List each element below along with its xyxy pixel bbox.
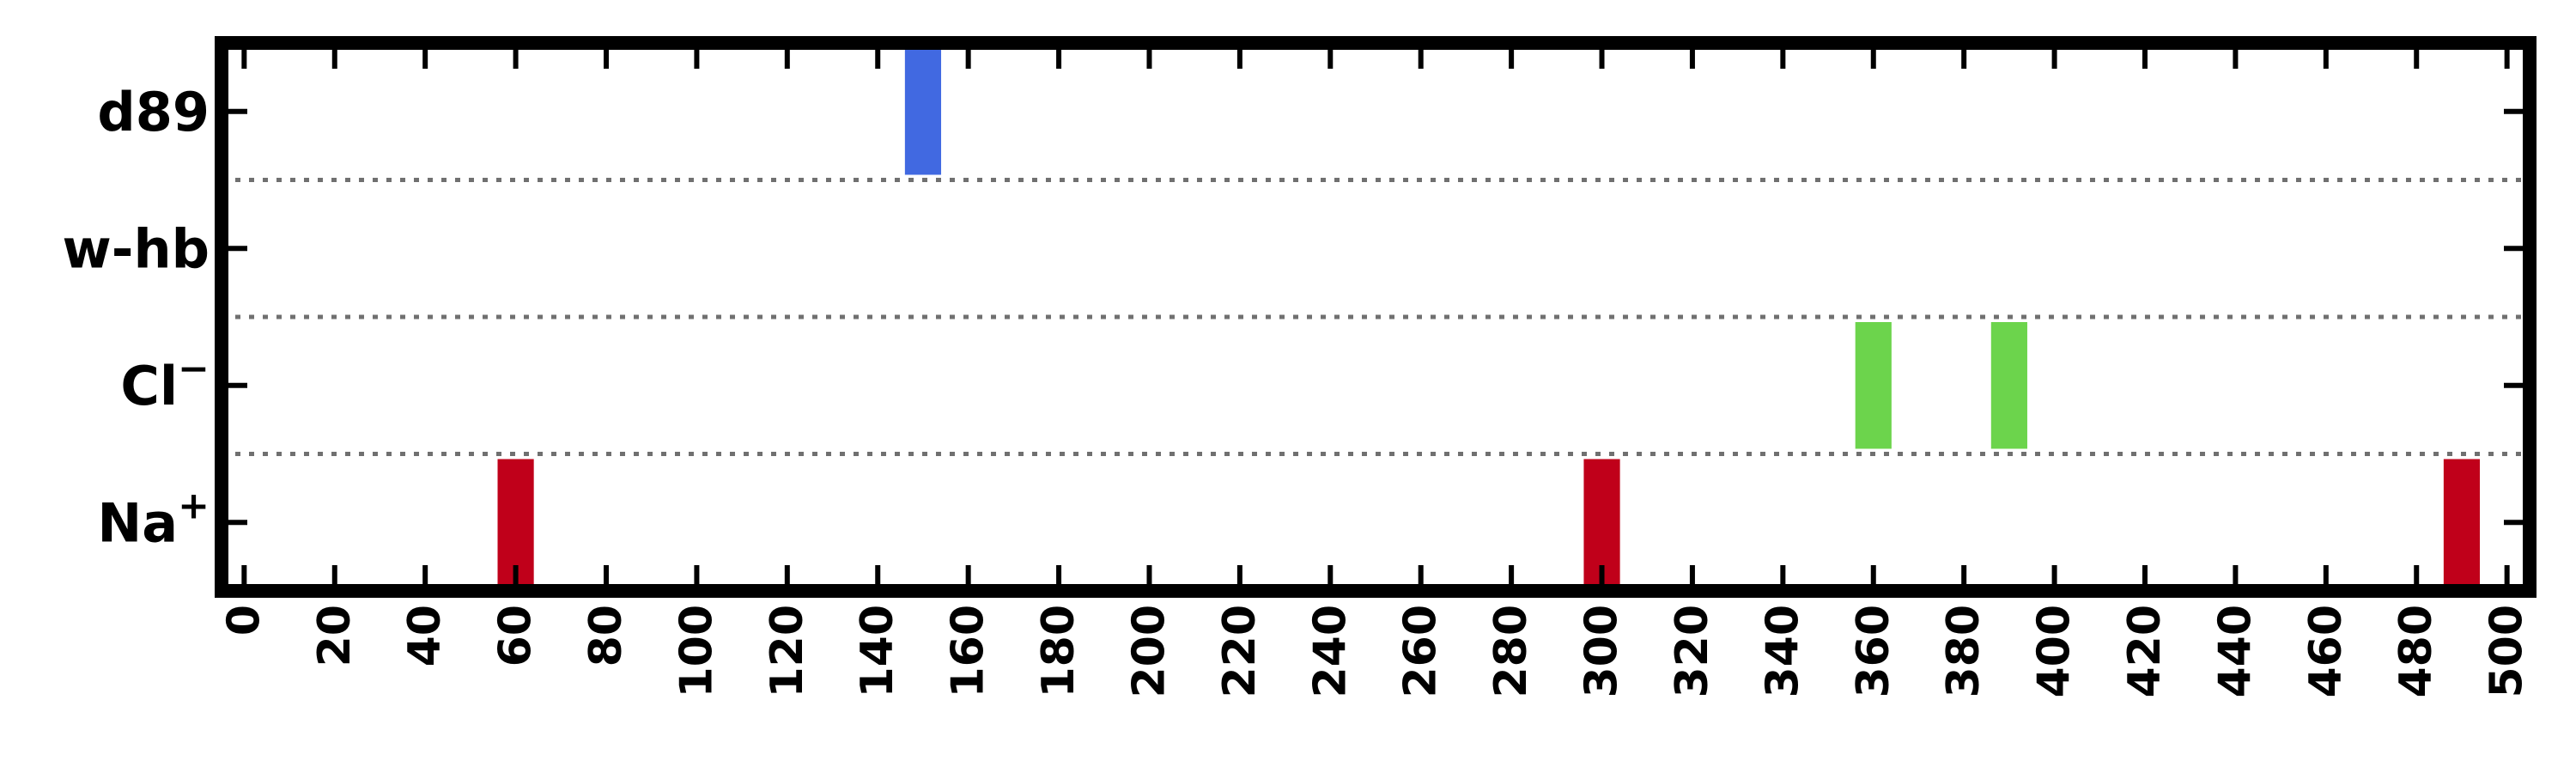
x-tick-label: 340 xyxy=(1757,605,1808,698)
row-label-main: Cl xyxy=(120,354,178,417)
row-label: d89 xyxy=(97,80,210,143)
row-label-main: d89 xyxy=(97,80,210,143)
row-label: Cl− xyxy=(120,346,210,417)
x-axis-tick-labels: 0 20 40 60 80 100 120 140 160 180 200 220 240 260 280 3… xyxy=(218,605,2532,698)
x-tick-label: 480 xyxy=(2391,605,2442,698)
x-tick-label: 380 xyxy=(1938,605,1990,698)
x-tick-label: 240 xyxy=(1304,605,1356,698)
row-label-main: Na xyxy=(97,491,178,554)
x-tick-label: 220 xyxy=(1214,605,1266,698)
x-tick-label: 0 xyxy=(218,605,270,636)
x-tick-label: 300 xyxy=(1577,605,1628,698)
event-bars xyxy=(497,48,2481,586)
x-tick-label: 120 xyxy=(762,605,813,698)
event-bar xyxy=(1583,459,1620,586)
x-tick-label: 180 xyxy=(1033,605,1084,698)
x-tick-label: 320 xyxy=(1667,605,1718,698)
x-tick-label: 60 xyxy=(490,605,542,666)
x-tick-label: 140 xyxy=(852,605,903,698)
row-separators xyxy=(222,178,2530,456)
plot-frame xyxy=(215,36,2537,598)
row-label: w-hb xyxy=(62,217,210,280)
x-tick-label: 100 xyxy=(671,605,722,698)
x-tick-label: 400 xyxy=(2029,605,2081,698)
event-bar xyxy=(1855,322,1892,449)
x-tick-label: 280 xyxy=(1485,605,1537,698)
x-tick-label: 160 xyxy=(943,605,994,698)
event-bar xyxy=(497,459,534,586)
x-tick-label: 460 xyxy=(2300,605,2352,698)
event-bar xyxy=(1990,322,2027,449)
row-label-main: w-hb xyxy=(62,217,210,280)
row-label: Na+ xyxy=(97,484,210,554)
y-axis-tick-labels: d89 w-hb Cl− Na+ xyxy=(62,80,210,554)
x-tick-label: 40 xyxy=(399,605,451,666)
event-bar xyxy=(904,48,942,175)
row-label-superscript: + xyxy=(178,484,210,527)
x-tick-label: 500 xyxy=(2482,605,2533,698)
x-tick-label: 440 xyxy=(2209,605,2261,698)
event-bar xyxy=(2443,459,2481,586)
x-tick-label: 20 xyxy=(309,605,361,666)
x-tick-label: 260 xyxy=(1395,605,1447,698)
row-label-superscript: − xyxy=(178,346,210,390)
x-tick-label: 200 xyxy=(1123,605,1175,698)
x-tick-label: 360 xyxy=(1848,605,1899,698)
x-tick-label: 80 xyxy=(580,605,632,666)
x-tick-label: 420 xyxy=(2119,605,2171,698)
